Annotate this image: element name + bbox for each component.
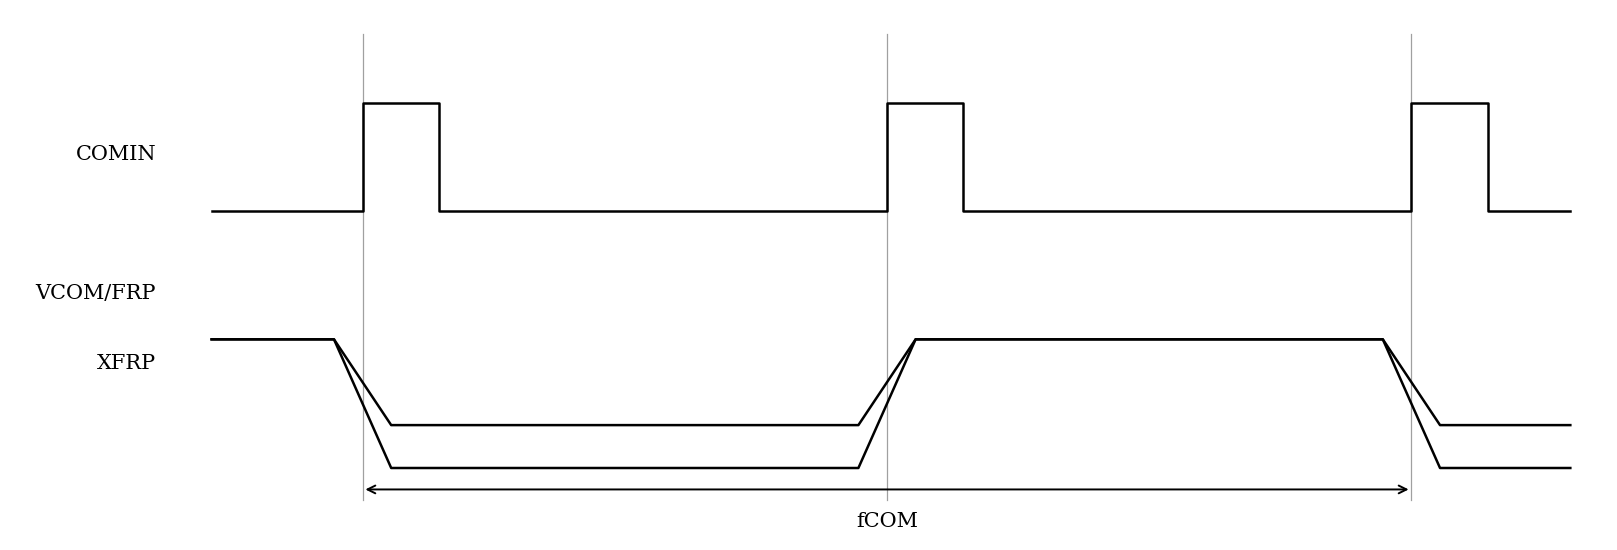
Text: XFRP: XFRP	[97, 354, 155, 373]
Text: COMIN: COMIN	[76, 145, 155, 164]
Text: fCOM: fCOM	[855, 512, 918, 531]
Text: VCOM/FRP: VCOM/FRP	[36, 284, 155, 303]
